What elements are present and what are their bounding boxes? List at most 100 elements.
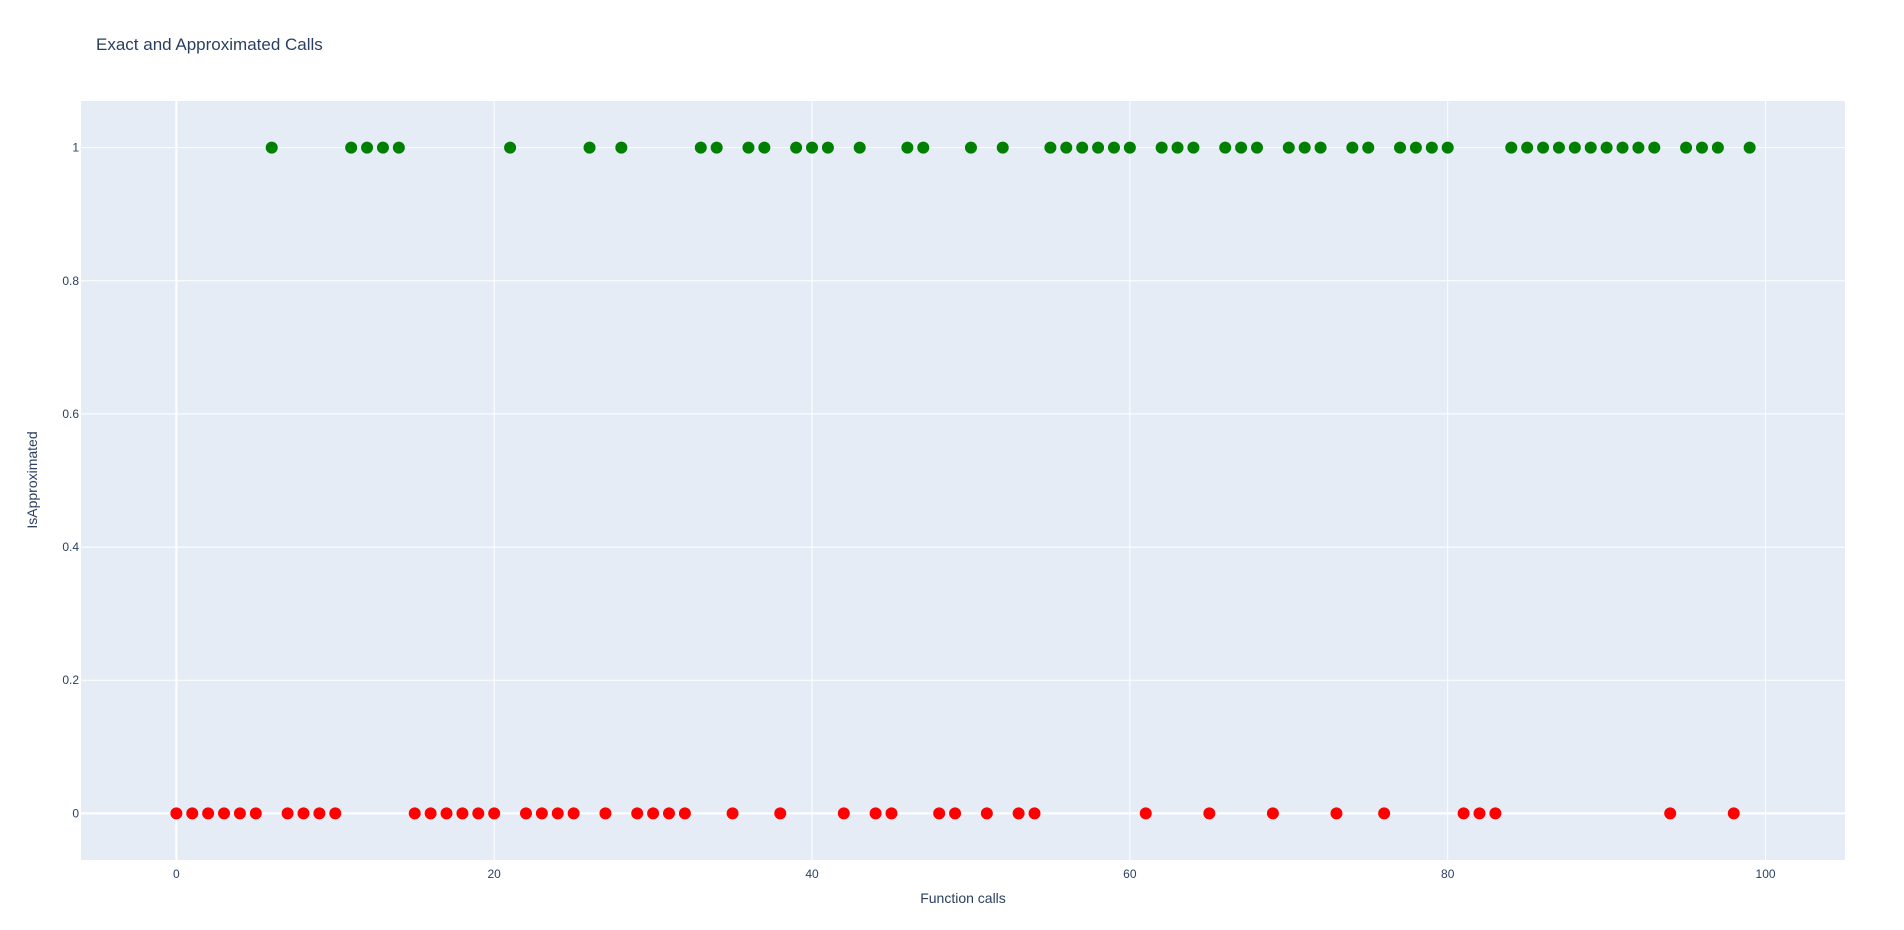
exact-call-point bbox=[551, 807, 564, 820]
y-tick-label: 0.6 bbox=[62, 407, 79, 421]
y-axis-title: IsApproximated bbox=[24, 431, 40, 528]
exact-call-point bbox=[472, 807, 485, 820]
approximated-call-point bbox=[1441, 141, 1454, 154]
approximated-call-point bbox=[806, 141, 819, 154]
exact-call-point bbox=[774, 807, 787, 820]
x-axis-title: Function calls bbox=[920, 890, 1006, 906]
exact-call-point bbox=[1727, 807, 1740, 820]
exact-call-point bbox=[980, 807, 993, 820]
data-markers bbox=[170, 141, 1756, 820]
approximated-call-point bbox=[1314, 141, 1327, 154]
approximated-call-point bbox=[1552, 141, 1565, 154]
y-tick-label: 0.8 bbox=[62, 274, 79, 288]
exact-call-point bbox=[1330, 807, 1343, 820]
exact-call-point bbox=[869, 807, 882, 820]
x-tick-label: 0 bbox=[173, 867, 180, 881]
exact-call-point bbox=[186, 807, 199, 820]
approximated-call-point bbox=[504, 141, 517, 154]
exact-call-point bbox=[1266, 807, 1279, 820]
exact-call-point bbox=[885, 807, 898, 820]
plot-area bbox=[81, 101, 1845, 860]
exact-call-point bbox=[631, 807, 644, 820]
approximated-call-point bbox=[917, 141, 930, 154]
approximated-call-point bbox=[1584, 141, 1597, 154]
approximated-call-point bbox=[1346, 141, 1359, 154]
approximated-call-point bbox=[1171, 141, 1184, 154]
approximated-call-point bbox=[1521, 141, 1534, 154]
exact-call-point bbox=[933, 807, 946, 820]
exact-call-point bbox=[1378, 807, 1391, 820]
exact-call-point bbox=[678, 807, 691, 820]
approximated-call-point bbox=[1123, 141, 1136, 154]
approximated-call-point bbox=[1409, 141, 1422, 154]
approximated-call-point bbox=[1282, 141, 1295, 154]
x-tick-label: 60 bbox=[1123, 867, 1137, 881]
exact-call-point bbox=[488, 807, 501, 820]
exact-call-point bbox=[949, 807, 962, 820]
approximated-call-point bbox=[1632, 141, 1645, 154]
approximated-call-point bbox=[1251, 141, 1263, 154]
exact-call-point bbox=[599, 807, 612, 820]
exact-call-point bbox=[1028, 807, 1041, 820]
x-tick-label: 80 bbox=[1441, 867, 1455, 881]
exact-call-point bbox=[647, 807, 660, 820]
approximated-call-point bbox=[901, 141, 914, 154]
approximated-call-point bbox=[742, 141, 755, 154]
approximated-call-point bbox=[1298, 141, 1311, 154]
y-tick-label: 1 bbox=[72, 141, 79, 155]
approximated-call-point bbox=[853, 141, 866, 154]
approximated-call-point bbox=[996, 141, 1009, 154]
exact-call-point bbox=[1139, 807, 1152, 820]
approximated-call-point bbox=[1394, 141, 1407, 154]
approximated-call-point bbox=[1743, 141, 1756, 154]
approximated-call-point bbox=[265, 141, 278, 154]
approximated-call-point bbox=[1600, 141, 1613, 154]
approximated-call-point bbox=[1568, 141, 1581, 154]
approximated-call-point bbox=[1680, 141, 1693, 154]
approximated-call-point bbox=[790, 141, 803, 154]
exact-call-point bbox=[1457, 807, 1470, 820]
exact-call-point bbox=[329, 807, 342, 820]
exact-call-point bbox=[170, 807, 183, 820]
approximated-call-point bbox=[758, 141, 771, 154]
approximated-call-point bbox=[694, 141, 707, 154]
exact-call-point bbox=[535, 807, 548, 820]
x-tick-label: 100 bbox=[1756, 867, 1776, 881]
approximated-call-point bbox=[1187, 141, 1200, 154]
approximated-call-point bbox=[1537, 141, 1550, 154]
chart-title: Exact and Approximated Calls bbox=[96, 35, 323, 54]
exact-call-point bbox=[281, 807, 294, 820]
approximated-call-point bbox=[1711, 141, 1724, 154]
approximated-call-point bbox=[1107, 141, 1120, 154]
exact-call-point bbox=[249, 807, 262, 820]
approximated-call-point bbox=[1616, 141, 1629, 154]
exact-call-point bbox=[218, 807, 231, 820]
exact-call-point bbox=[408, 807, 421, 820]
exact-call-point bbox=[233, 807, 246, 820]
exact-call-point bbox=[313, 807, 326, 820]
exact-call-point bbox=[424, 807, 437, 820]
approximated-call-point bbox=[583, 141, 596, 154]
approximated-call-point bbox=[376, 141, 389, 154]
y-tick-label: 0.4 bbox=[62, 540, 79, 554]
approximated-call-point bbox=[345, 141, 358, 154]
exact-call-point bbox=[1664, 807, 1677, 820]
approximated-call-point bbox=[1505, 141, 1518, 154]
approximated-call-point bbox=[361, 141, 374, 154]
approximated-call-point bbox=[1155, 141, 1168, 154]
approximated-call-point bbox=[1425, 141, 1438, 154]
approximated-call-point bbox=[1235, 141, 1248, 154]
exact-call-point bbox=[1489, 807, 1502, 820]
y-tick-label: 0 bbox=[72, 806, 79, 820]
exact-call-point bbox=[519, 807, 532, 820]
x-tick-label: 40 bbox=[805, 867, 819, 881]
exact-call-point bbox=[567, 807, 580, 820]
approximated-call-point bbox=[1044, 141, 1057, 154]
approximated-call-point bbox=[1092, 141, 1105, 154]
x-tick-label: 20 bbox=[488, 867, 502, 881]
y-tick-label: 0.2 bbox=[62, 673, 79, 687]
exact-call-point bbox=[837, 807, 850, 820]
exact-call-point bbox=[1473, 807, 1486, 820]
